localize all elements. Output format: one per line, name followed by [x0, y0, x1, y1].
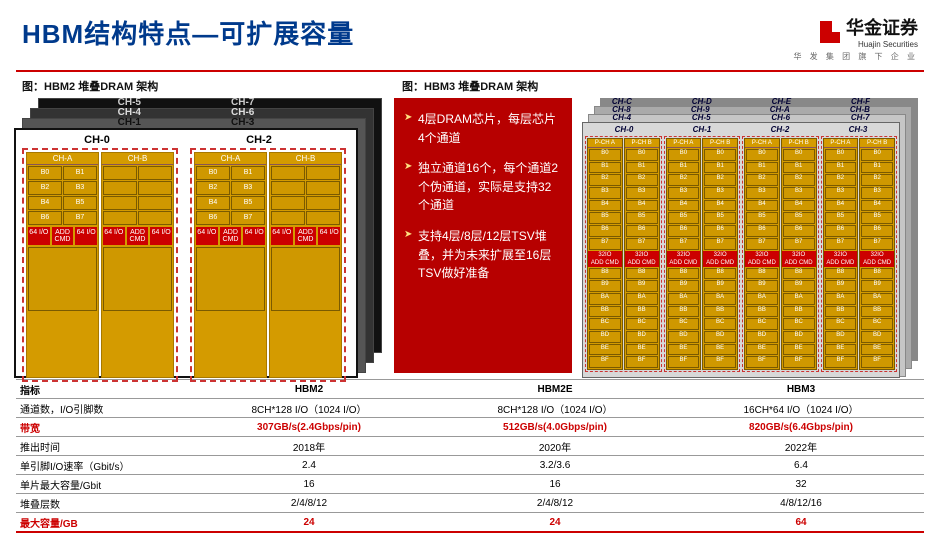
- table-header: 指标: [16, 380, 186, 399]
- hbm3-die: P-CH AB0B1B2B3B4B5B6B732IOADD CMDB8B9BAB…: [664, 136, 741, 372]
- table-header: HBM2: [186, 380, 432, 399]
- bullet-item: 4层DRAM芯片，每层芯片4个通道: [404, 110, 562, 147]
- table-row: 最大容量/GB242464: [16, 513, 924, 532]
- hbm3-die: P-CH AB0B1B2B3B4B5B6B732IOADD CMDB8B9BAB…: [821, 136, 898, 372]
- header-divider: [16, 70, 924, 72]
- feature-bullets: 4层DRAM芯片，每层芯片4个通道独立通道16个，每个通道2个伪通道，实际是支持…: [394, 98, 572, 373]
- hbm2-die: CH-AB0B1B2B3B4B5B6B764 I/OADD CMD64 I/OC…: [190, 148, 346, 382]
- table-row: 单引脚I/O速率（Gbit/s）2.43.2/3.66.4: [16, 456, 924, 475]
- logo-block: 华金证券 Huajin Securities 华 发 集 团 旗 下 企 业: [793, 14, 918, 62]
- hbm3-diagram: CH-CCH-DCH-ECH-F CH-8CH-9CH-ACH-B CH-4CH…: [582, 98, 922, 373]
- hbm3-die: P-CH AB0B1B2B3B4B5B6B732IOADD CMDB8B9BAB…: [585, 136, 662, 372]
- logo-cn: 华金证券: [846, 14, 918, 40]
- table-row: 推出时间2018年2020年2022年: [16, 437, 924, 456]
- subtitle-right: 图：HBM3 堆叠DRAM 架构: [402, 78, 538, 94]
- table-header: HBM3: [678, 380, 924, 399]
- page-title: HBM结构特点—可扩展容量: [22, 14, 354, 51]
- hbm2-die: CH-AB0B1B2B3B4B5B6B764 I/OADD CMD64 I/OC…: [22, 148, 178, 382]
- table-header: HBM2E: [432, 380, 678, 399]
- table-row: 堆叠层数2/4/8/122/4/8/124/8/12/16: [16, 494, 924, 513]
- huajin-logo-icon: [820, 21, 840, 43]
- bullet-item: 独立通道16个，每个通道2个伪通道，实际是支持32个通道: [404, 159, 562, 215]
- subtitle-left: 图：HBM2 堆叠DRAM 架构: [22, 78, 402, 94]
- hbm3-die: P-CH AB0B1B2B3B4B5B6B732IOADD CMDB8B9BAB…: [742, 136, 819, 372]
- table-row: 带宽307GB/s(2.4Gbps/pin)512GB/s(4.0Gbps/pi…: [16, 418, 924, 437]
- table-row: 通道数，I/O引脚数8CH*128 I/O（1024 I/O）8CH*128 I…: [16, 399, 924, 418]
- table-row: 单片最大容量/Gbit161632: [16, 475, 924, 494]
- bullet-item: 支持4层/8层/12层TSV堆叠，并为未来扩展至16层TSV做好准备: [404, 227, 562, 283]
- hbm2-diagram: CH-5CH-7 CH-4CH-6 CH-1CH-3 CH-0 CH-2 CH-…: [14, 98, 384, 373]
- logo-en: Huajin Securities: [846, 40, 918, 49]
- logo-sub: 华 发 集 团 旗 下 企 业: [793, 51, 918, 62]
- comparison-table: 指标HBM2HBM2EHBM3 通道数，I/O引脚数8CH*128 I/O（10…: [16, 379, 924, 531]
